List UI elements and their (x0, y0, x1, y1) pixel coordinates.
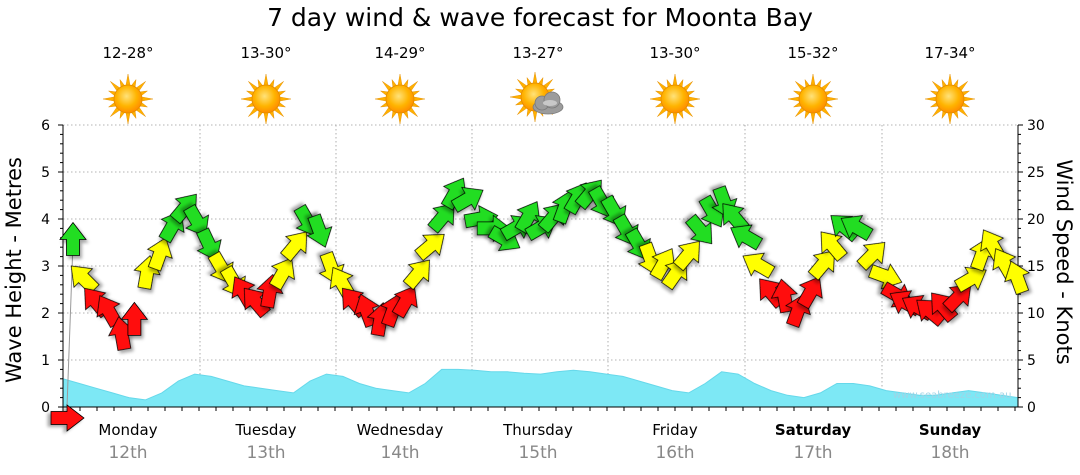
temperature-range-label: 15-32° (787, 44, 839, 62)
wind-arrow-initial (50, 404, 85, 432)
day-name-label: Monday (98, 421, 158, 439)
temperature-range-label: 13-30° (240, 44, 292, 62)
day-date-label: 14th (380, 443, 420, 463)
wave-area (62, 368, 1019, 408)
y-tick-label-right: 25 (1027, 165, 1045, 181)
y-tick-label-left: 3 (41, 259, 50, 275)
y-tick-label-right: 15 (1027, 259, 1045, 275)
temperature-range-label: 13-30° (649, 44, 701, 62)
wind-arrow (820, 231, 848, 262)
wind-arrow (306, 213, 333, 248)
y-tick-label-right: 30 (1027, 118, 1045, 134)
wind-arrow (796, 276, 823, 310)
chart-title: 7 day wind & wave forecast for Moonta Ba… (267, 3, 813, 32)
day-name-label: Friday (652, 421, 698, 439)
day-date-label: 16th (655, 443, 695, 463)
wind-arrow (742, 252, 776, 279)
temperature-range-label: 14-29° (374, 44, 426, 62)
wind-arrow (953, 266, 987, 293)
y-tick-label-left: 0 (41, 400, 50, 416)
wind-arrow (931, 292, 959, 324)
sunny-icon (100, 72, 156, 126)
wind-arrow (391, 285, 418, 319)
wind-arrow (268, 257, 295, 291)
day-name-label: Tuesday (235, 421, 297, 439)
wind-arrow (108, 316, 136, 351)
y-tick-label-right: 20 (1027, 212, 1045, 228)
temperature-range-label: 17-34° (924, 44, 976, 62)
sunny-icon (922, 72, 978, 126)
wind-arrow (649, 248, 676, 282)
wind-arrow (730, 224, 764, 251)
wind-arrow (840, 215, 874, 242)
day-name-label: Saturday (774, 421, 852, 439)
wind-arrow (183, 203, 209, 237)
sunny-icon (647, 72, 703, 126)
wind-arrows (50, 177, 1031, 432)
day-name-label: Thursday (503, 421, 573, 439)
wind-arrow (1004, 260, 1031, 296)
day-date-label: 15th (518, 443, 558, 463)
wind-arrow (402, 259, 430, 291)
wind-arrow (169, 193, 197, 225)
y-tick-label-left: 5 (41, 165, 50, 181)
sunny-icon (238, 72, 294, 126)
wind-arrow (414, 233, 445, 262)
day-date-label: 13th (246, 443, 286, 463)
wind-arrow (672, 240, 700, 272)
y-tick-label-left: 2 (41, 306, 50, 322)
wind-arrow (146, 237, 173, 272)
wind-arrow (280, 231, 308, 262)
wave-height-area (62, 368, 1019, 408)
wind-arrow (427, 203, 455, 234)
wind-arrow (722, 203, 750, 234)
wind-arrow (807, 250, 835, 281)
wind-arrow (196, 227, 222, 262)
temperature-range-label: 12-28° (102, 44, 154, 62)
day-name-label: Wednesday (356, 421, 444, 439)
y-tick-label-left: 6 (41, 118, 50, 134)
wind-arrow (450, 186, 484, 213)
watermark: www.seabreeze.com.au (893, 390, 1012, 401)
y-tick-label-left: 1 (41, 353, 50, 369)
wind-arrow (685, 213, 713, 245)
sunny-icon (785, 72, 841, 126)
y-tick-label-left: 4 (41, 212, 50, 228)
day-date-label: 17th (793, 443, 833, 463)
day-date-label: 18th (930, 443, 970, 463)
wind-arrow (942, 284, 972, 314)
day-date-label: 12th (108, 443, 148, 463)
day-name-label: Sunday (918, 421, 982, 439)
sunny-icon (372, 72, 428, 126)
partly-cloudy-icon (509, 71, 566, 126)
y-axis-left-title: Wave Height - Metres (2, 157, 26, 383)
wind-arrow (70, 265, 100, 295)
axes: 0 1 2 3 4 5 6 0 5 10 15 20 25 30 (41, 118, 1045, 416)
wind-arrow (120, 301, 149, 336)
y-axis-right-title: Wind Speed - Knots (1052, 159, 1076, 365)
wind-arrow (59, 221, 87, 256)
y-tick-label-right: 5 (1027, 353, 1036, 369)
temperature-range-label: 13-27° (512, 44, 564, 62)
y-tick-label-right: 10 (1027, 306, 1045, 322)
wind-arrow (856, 241, 886, 271)
y-tick-label-right: 0 (1027, 400, 1036, 416)
